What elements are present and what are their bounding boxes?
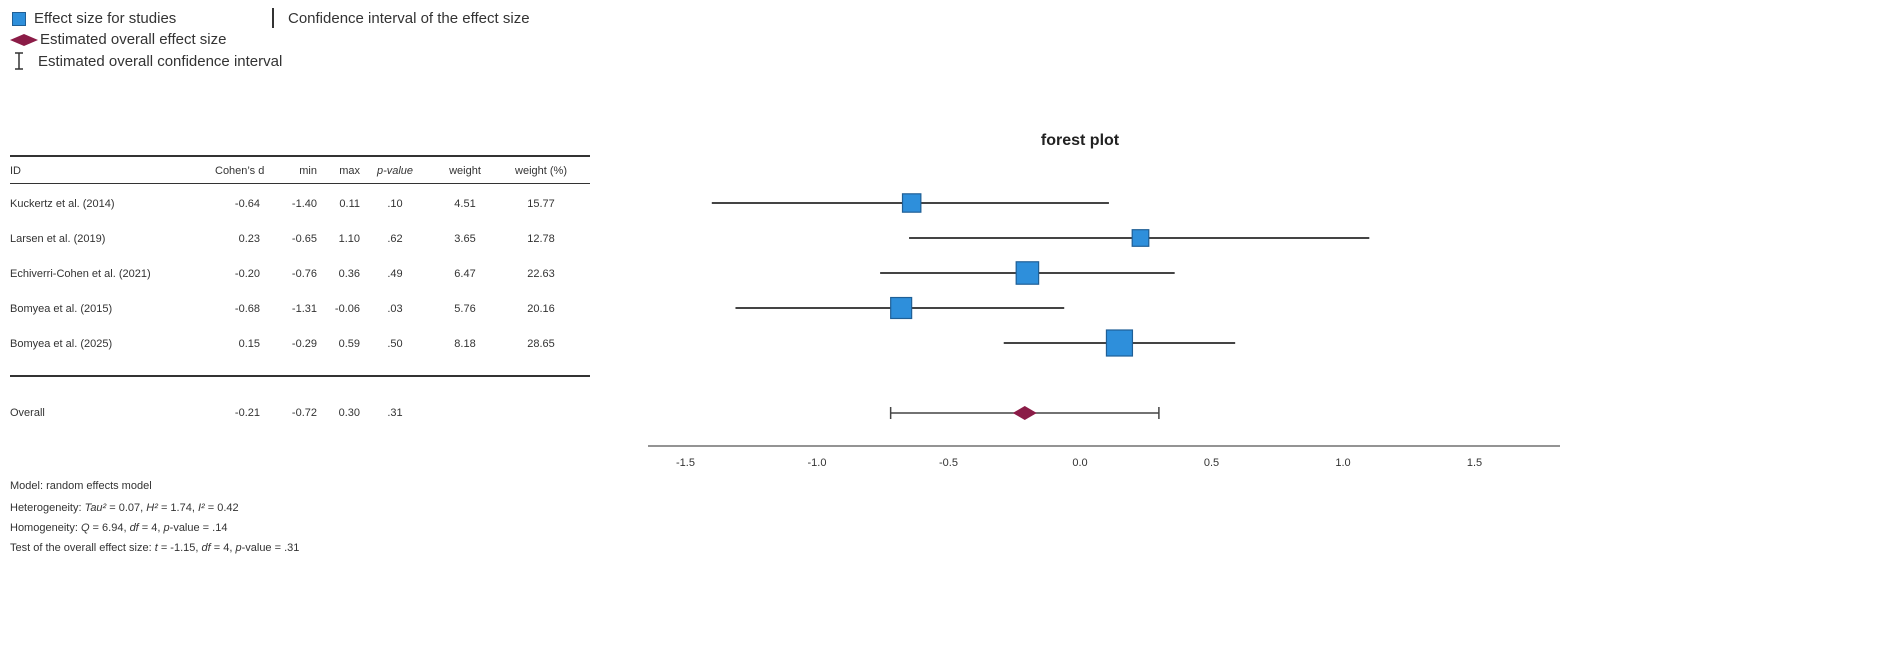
legend-overall-effect: Estimated overall effect size xyxy=(10,31,226,48)
row-weight-pct: 15.77 xyxy=(527,198,555,210)
row-weight: 5.76 xyxy=(454,303,476,315)
row-d: -0.64 xyxy=(234,198,260,210)
effect-size-marker xyxy=(901,193,922,213)
model-note: Model: random effects model xyxy=(10,480,152,492)
heterogeneity-note: Heterogeneity: Tau² = 0.07, H² = 1.74, I… xyxy=(10,502,239,514)
row-max: -0.06 xyxy=(334,303,360,315)
x-tick-label: 1.5 xyxy=(1467,457,1482,469)
row-min: -1.40 xyxy=(291,198,317,210)
row-max: 0.59 xyxy=(338,338,360,350)
row-id: Kuckertz et al. (2014) xyxy=(10,198,115,210)
row-weight-pct: 12.78 xyxy=(527,233,555,245)
row-p: .50 xyxy=(387,338,403,350)
row-weight: 3.65 xyxy=(454,233,476,245)
header-weight-pct: weight (%) xyxy=(515,165,567,177)
row-weight: 8.18 xyxy=(454,338,476,350)
row-id: Bomyea et al. (2015) xyxy=(10,303,113,315)
row-max: 1.10 xyxy=(338,233,360,245)
table-top-rule xyxy=(10,155,590,157)
x-tick-label: 0.0 xyxy=(1072,457,1087,469)
x-tick-label: 0.5 xyxy=(1204,457,1219,469)
row-p: .10 xyxy=(387,198,403,210)
diamond-icon xyxy=(10,33,38,46)
row-min: -1.31 xyxy=(291,303,317,315)
effect-size-marker xyxy=(890,296,913,320)
legend-overall-ci: Estimated overall confidence interval xyxy=(14,52,282,70)
effect-size-marker xyxy=(1131,229,1150,247)
row-weight-pct: 28.65 xyxy=(527,338,555,350)
row-d: 0.23 xyxy=(238,233,260,245)
header-cohens-d: Cohen’s d xyxy=(215,165,265,177)
row-p: .03 xyxy=(387,303,403,315)
overall-effect-diamond xyxy=(1012,406,1037,420)
row-min: -0.29 xyxy=(291,338,317,350)
row-weight-pct: 22.63 xyxy=(527,268,555,280)
overall-p: .31 xyxy=(387,407,403,419)
table-bottom-rule xyxy=(10,375,590,377)
x-tick-label: -1.0 xyxy=(808,457,827,469)
header-min: min xyxy=(299,165,317,177)
effect-size-marker xyxy=(1105,329,1134,357)
row-max: 0.11 xyxy=(339,198,360,210)
row-weight-pct: 20.16 xyxy=(527,303,555,315)
row-id: Echiverri-Cohen et al. (2021) xyxy=(10,268,151,280)
x-tick-label: 1.0 xyxy=(1335,457,1350,469)
row-p: .49 xyxy=(387,268,403,280)
row-max: 0.36 xyxy=(338,268,360,280)
overall-d: -0.21 xyxy=(234,407,260,419)
i-beam-icon xyxy=(15,52,23,70)
legend-study-effect: Effect size for studies xyxy=(12,10,176,27)
header-id: ID xyxy=(10,165,21,177)
row-min: -0.76 xyxy=(291,268,317,280)
overall-test-note: Test of the overall effect size: t = -1.… xyxy=(10,542,300,554)
row-min: -0.65 xyxy=(291,233,317,245)
overall-max: 0.30 xyxy=(338,407,360,419)
row-id: Larsen et al. (2019) xyxy=(10,233,106,245)
x-tick-label: -0.5 xyxy=(939,457,958,469)
overall-min: -0.72 xyxy=(291,407,317,419)
header-max: max xyxy=(339,165,360,177)
row-weight: 4.51 xyxy=(454,198,476,210)
overall-label: Overall xyxy=(10,407,45,419)
row-d: 0.15 xyxy=(238,338,260,350)
table-header-rule xyxy=(10,183,590,184)
header-p-value: p-value xyxy=(376,165,414,177)
header-weight: weight xyxy=(449,165,481,177)
row-d: -0.20 xyxy=(234,268,260,280)
blue-square-icon xyxy=(12,11,26,26)
chart-title: forest plot xyxy=(1040,132,1120,149)
x-tick-label: -1.5 xyxy=(676,457,695,469)
legend-ci: Confidence interval of the effect size xyxy=(272,8,530,28)
effect-size-marker xyxy=(1015,261,1040,285)
row-id: Bomyea et al. (2025) xyxy=(10,338,113,350)
row-d: -0.68 xyxy=(234,303,260,315)
vertical-line-icon xyxy=(272,8,274,28)
row-p: .62 xyxy=(387,233,403,245)
homogeneity-note: Homogeneity: Q = 6.94, df = 4, p-value =… xyxy=(10,522,228,534)
row-weight: 6.47 xyxy=(454,268,476,280)
